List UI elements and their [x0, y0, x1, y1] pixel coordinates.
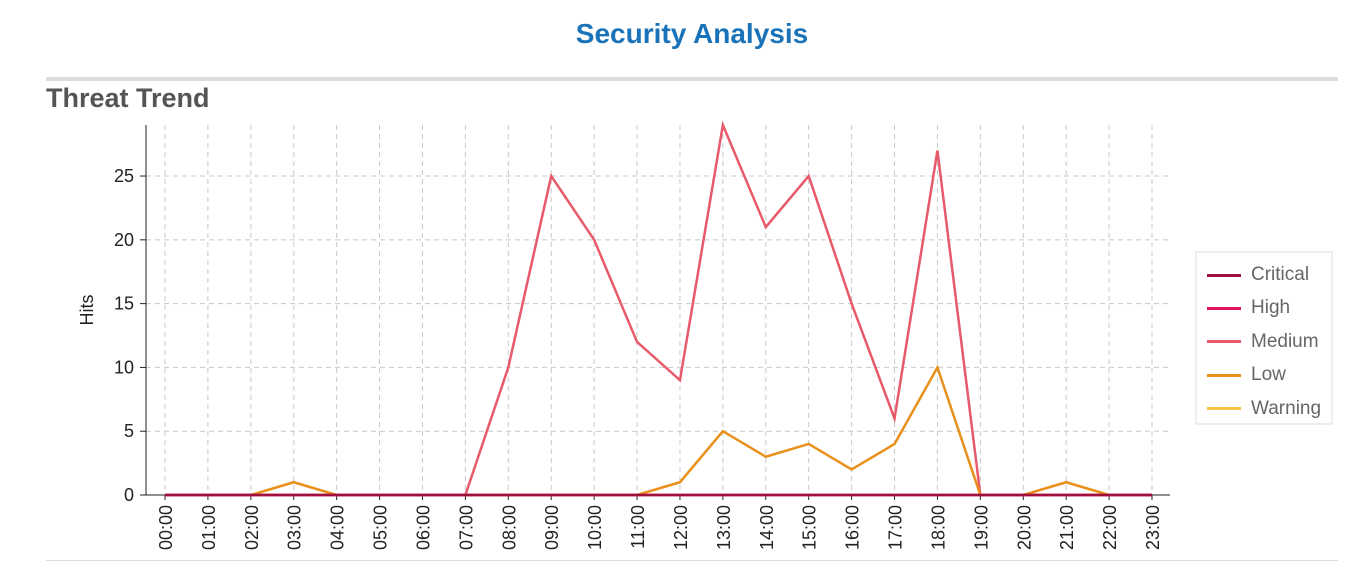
legend-label: Low	[1251, 364, 1286, 386]
series-line-medium	[165, 120, 1152, 497]
bottom-divider	[46, 560, 1338, 561]
legend-swatch	[1207, 273, 1241, 277]
chart-series	[165, 120, 1152, 497]
legend-swatch	[1207, 306, 1241, 310]
chart-legend: Critical High Medium Low Warning	[1195, 251, 1333, 425]
x-tick-label: 01:00	[199, 505, 219, 550]
x-tick-label: 13:00	[714, 505, 734, 550]
section-title: Threat Trend	[46, 83, 210, 113]
x-tick-label: 06:00	[413, 505, 433, 550]
legend-label: Medium	[1251, 330, 1319, 352]
legend-label: Warning	[1251, 397, 1322, 419]
x-tick-label: 05:00	[371, 505, 391, 550]
legend-item-low[interactable]: Low	[1207, 363, 1286, 387]
x-tick-label: 21:00	[1057, 505, 1077, 550]
y-tick-label: 10	[114, 357, 134, 377]
legend-item-medium[interactable]: Medium	[1207, 330, 1319, 354]
y-tick-label: 20	[114, 230, 134, 250]
x-tick-label: 07:00	[456, 505, 476, 550]
y-tick-label: 15	[114, 294, 134, 314]
x-tick-label: 08:00	[499, 505, 519, 550]
legend-item-high[interactable]: High	[1207, 296, 1290, 320]
legend-label: High	[1251, 297, 1291, 319]
x-tick-label: 12:00	[671, 505, 691, 550]
y-tick-label: 25	[114, 166, 134, 186]
y-axis-label: Hits	[77, 295, 97, 326]
legend-label: Critical	[1251, 264, 1310, 285]
legend-swatch	[1207, 373, 1241, 377]
legend-swatch	[1207, 340, 1241, 344]
x-tick-label: 03:00	[285, 505, 305, 550]
chart-grid	[146, 125, 1170, 495]
title-divider	[46, 77, 1338, 81]
legend-item-warning[interactable]: Warning	[1207, 397, 1321, 421]
x-tick-label: 18:00	[928, 505, 948, 550]
page-title: Security Analysis	[575, 18, 809, 49]
x-tick-label: 00:00	[156, 505, 176, 550]
y-tick-label: 5	[124, 421, 134, 441]
x-tick-label: 15:00	[800, 505, 820, 550]
x-tick-label: 22:00	[1100, 505, 1120, 550]
legend-swatch	[1207, 407, 1241, 411]
x-tick-label: 19:00	[971, 505, 991, 550]
x-tick-label: 20:00	[1014, 505, 1034, 550]
x-tick-label: 17:00	[886, 505, 906, 550]
x-tick-label: 11:00	[628, 505, 648, 549]
chart-axes: 0 5 10 15 20 25 00:00 01:00 02:00 03:00 04:00 05:00…	[114, 125, 1170, 550]
x-tick-label: 04:00	[328, 505, 348, 550]
x-tick-label: 09:00	[542, 505, 562, 550]
x-tick-label: 16:00	[843, 505, 863, 550]
x-tick-label: 10:00	[585, 505, 605, 550]
x-tick-label: 23:00	[1143, 505, 1163, 550]
x-tick-label: 14:00	[757, 505, 777, 550]
legend-item-critical[interactable]: Critical	[1207, 263, 1309, 287]
y-tick-label: 0	[124, 485, 134, 505]
x-tick-label: 02:00	[242, 505, 262, 550]
